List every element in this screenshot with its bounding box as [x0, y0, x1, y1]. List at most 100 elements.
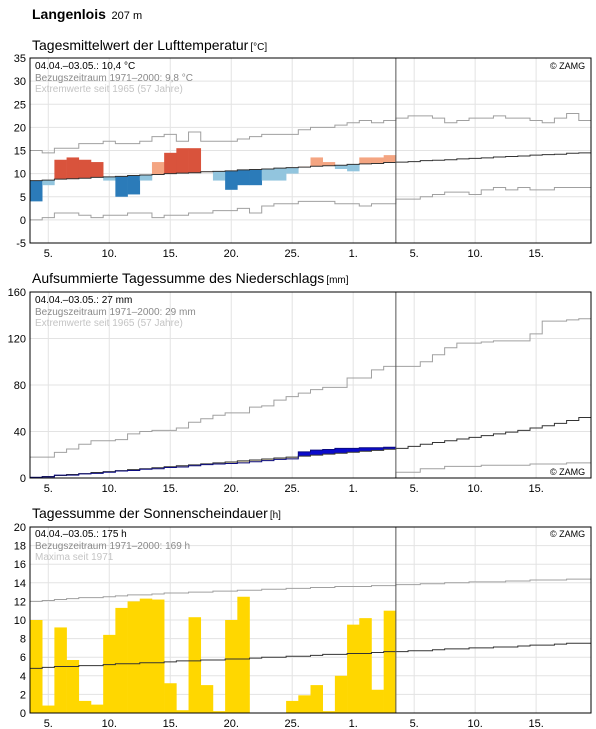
- x-tick-label: 1.: [349, 483, 358, 495]
- temperature-bar: [286, 167, 299, 174]
- x-tick-label: 15.: [528, 718, 543, 729]
- sunshine-bar: [310, 685, 323, 713]
- x-tick-label: 5.: [410, 248, 419, 260]
- temperature-chart-title: Tagesmittelwert der Lufttemperatur [°C]: [32, 37, 268, 53]
- y-tick-label: 0: [20, 708, 26, 720]
- x-tick-label: 5.: [410, 483, 419, 495]
- sunshine-bar: [237, 596, 250, 713]
- x-tick-label: 5.: [44, 718, 53, 729]
- temperature-legend: 04.04.–03.05.: 10,4 °C Bezugszeitraum 19…: [35, 61, 193, 95]
- x-tick-label: 10.: [467, 718, 482, 729]
- y-tick-label: 5: [20, 192, 26, 204]
- precipitation-copyright: © ZAMG: [550, 467, 586, 477]
- sunshine-bar: [322, 711, 336, 713]
- sunshine-bar: [115, 607, 128, 713]
- sunshine-bar: [42, 705, 55, 713]
- sunshine-bar: [127, 601, 141, 713]
- temperature-bar: [371, 157, 384, 164]
- sunshine-bar: [383, 610, 397, 713]
- precipitation-difference-bar: [212, 462, 226, 465]
- station-name: Langenlois: [32, 6, 106, 22]
- y-tick-label: 6: [20, 652, 26, 664]
- temperature-bar: [249, 169, 263, 186]
- sunshine-bar: [347, 624, 360, 713]
- y-tick-label: 18: [14, 541, 26, 553]
- temperature-bar: [139, 175, 153, 181]
- temperature-bar: [103, 176, 116, 181]
- x-tick-label: 10.: [102, 483, 117, 495]
- precipitation-difference-bar: [273, 458, 287, 460]
- mean-cumulative-line: [30, 417, 591, 478]
- temperature-bar: [30, 180, 43, 202]
- x-tick-label: 10.: [102, 248, 117, 260]
- temperature-bar: [334, 165, 348, 169]
- mean-1971-2000-line: [30, 152, 591, 182]
- extreme-max-cumulative-line: [30, 318, 591, 458]
- temperature-bar: [212, 171, 226, 181]
- x-tick-label: 1.: [349, 248, 358, 260]
- temperature-bar: [151, 162, 165, 175]
- sunshine-bar: [334, 675, 348, 713]
- temperature-bar: [261, 169, 275, 181]
- x-tick-label: 15.: [163, 718, 178, 729]
- x-tick-label: 5.: [44, 248, 53, 260]
- maxima-line: [30, 578, 591, 602]
- x-tick-label: 15.: [163, 248, 178, 260]
- sunshine-bar: [78, 700, 92, 713]
- x-tick-label: 10.: [467, 248, 482, 260]
- temperature-bar: [176, 148, 189, 174]
- sunshine-chart-title: Tagessumme der Sonnenscheindauer [h]: [32, 505, 281, 521]
- y-tick-label: 0: [20, 215, 26, 227]
- temperature-bar: [188, 148, 202, 173]
- x-tick-label: 20.: [224, 718, 239, 729]
- precipitation-difference-bar: [383, 447, 397, 450]
- sunshine-bar: [54, 627, 67, 713]
- precipitation-difference-bar: [310, 450, 323, 456]
- precipitation-difference-bar: [347, 448, 360, 453]
- temperature-bar: [273, 168, 287, 181]
- sunshine-bar: [286, 700, 299, 713]
- temperature-bar: [90, 162, 104, 178]
- precipitation-difference-bar: [237, 460, 250, 463]
- y-tick-label: 80: [14, 380, 26, 392]
- temperature-bar: [347, 164, 360, 172]
- sunshine-bar: [90, 704, 104, 713]
- precipitation-difference-bar: [286, 457, 299, 459]
- sunshine-bar: [200, 685, 214, 713]
- sunshine-bar: [212, 711, 226, 713]
- temperature-bar: [383, 155, 397, 163]
- station-header: Langenlois 207 m: [32, 6, 142, 22]
- x-tick-label: 25.: [285, 718, 300, 729]
- sunshine-bar: [298, 695, 311, 713]
- temperature-bar: [322, 162, 336, 166]
- sunshine-bar: [164, 683, 177, 713]
- y-tick-label: 10: [14, 615, 26, 627]
- precipitation-difference-bar: [334, 448, 348, 454]
- precipitation-difference-bar: [371, 447, 384, 451]
- precipitation-legend: 04.04.–03.05.: 27 mm Bezugszeitraum 1971…: [35, 295, 196, 329]
- precipitation-difference-bar: [225, 461, 238, 464]
- observed-cumulative-line: [30, 446, 396, 478]
- y-tick-label: 15: [14, 146, 26, 158]
- precipitation-difference-bar: [249, 459, 263, 462]
- y-tick-label: 25: [14, 99, 26, 111]
- temperature-bar: [225, 170, 238, 190]
- extreme-min-line: [30, 187, 591, 221]
- x-tick-label: 5.: [44, 483, 53, 495]
- plot-frame: [29, 57, 592, 244]
- sunshine-copyright: © ZAMG: [550, 529, 586, 539]
- plot-frame: [29, 291, 592, 479]
- precipitation-difference-bar: [322, 449, 336, 455]
- chart-3: 0 2 4 6 8 10 12 14 16 18 20 5. 10. 15. 20. 25. 1. 5. 10. 15…: [14, 522, 592, 729]
- precipitation-difference-bar: [359, 447, 372, 452]
- sunshine-legend: 04.04.–03.05.: 175 h Bezugszeitraum 1971…: [35, 529, 191, 563]
- y-tick-label: 8: [20, 634, 26, 646]
- x-tick-label: 5.: [410, 718, 419, 729]
- y-tick-label: 160: [8, 287, 26, 299]
- sunshine-bar: [176, 710, 189, 713]
- y-tick-label: 10: [14, 169, 26, 181]
- y-tick-label: 20: [14, 122, 26, 134]
- extreme-min-cumulative-line: [30, 462, 591, 479]
- precipitation-chart-title: Aufsummierte Tagessumme des Niederschlag…: [32, 270, 349, 286]
